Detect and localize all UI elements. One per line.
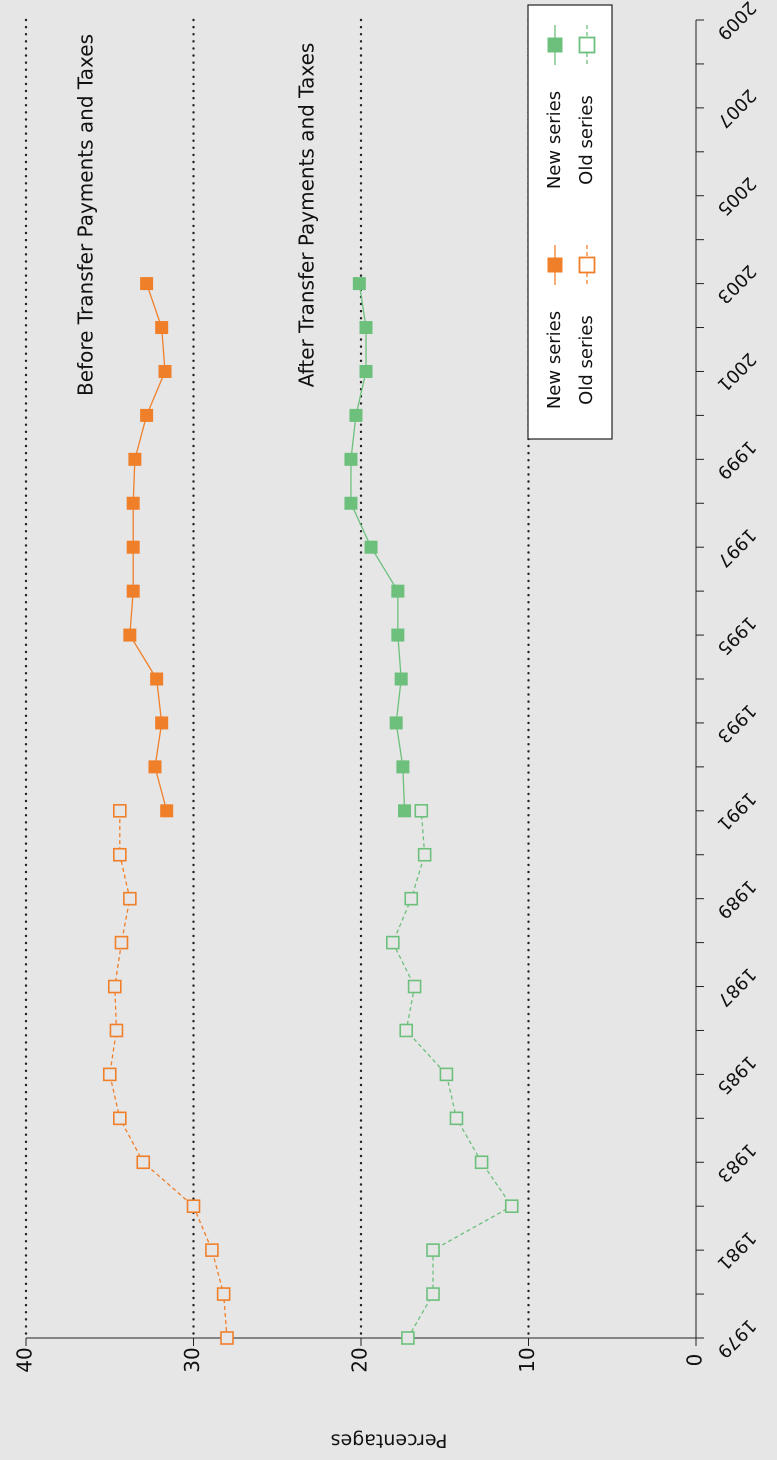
- x-tick-label-1981: 1981: [713, 1227, 760, 1274]
- series-1-point-1998: [126, 496, 140, 510]
- series-2-point-1986: [399, 1023, 414, 1038]
- series-1-point-2003: [140, 277, 154, 291]
- x-tick-label-2003: 2003: [713, 260, 760, 307]
- series-2-point-1985: [439, 1067, 454, 1082]
- series-1-point-2001: [158, 364, 172, 378]
- series-0-point-1990: [113, 847, 127, 862]
- series-1-point-1992: [148, 760, 162, 774]
- legend: New series Old series New series Old series: [527, 4, 613, 440]
- x-tick-label-1997: 1997: [713, 524, 760, 571]
- series-3-point-1998: [344, 496, 358, 510]
- x-tick-label-2007: 2007: [713, 85, 760, 132]
- annotations: Before Transfer Payments and Taxes After …: [74, 34, 319, 396]
- series-0-point-1979: [220, 1331, 234, 1345]
- x-tick-label-1979: 1979: [713, 1315, 760, 1362]
- legend-label-0: New series: [544, 311, 565, 409]
- series-3-point-2001: [359, 364, 373, 378]
- series-1-point-1996: [126, 584, 140, 598]
- series-3-point-1991: [398, 804, 412, 818]
- legend-label-2: New series: [544, 91, 565, 189]
- series-1-point-2002: [155, 321, 169, 335]
- y-tick-label-20: 20: [348, 1347, 372, 1372]
- series-0-point-1991: [113, 803, 127, 818]
- series-0-point-1988: [114, 935, 129, 950]
- series-3-point-1997: [364, 540, 378, 554]
- series-2-point-1980: [426, 1287, 440, 1301]
- legend-marker-3: [578, 36, 596, 54]
- series-2-point-1988: [386, 935, 400, 950]
- x-tick-label-1983: 1983: [713, 1139, 760, 1186]
- x-tick-label-2005: 2005: [713, 172, 760, 219]
- series-3-point-2000: [349, 408, 363, 422]
- x-tick-label-1993: 1993: [713, 700, 760, 747]
- series-1-point-1991: [160, 804, 174, 818]
- series-3-point-1995: [391, 628, 405, 642]
- grid-lines: [24, 18, 530, 1340]
- series-0-point-1989: [123, 891, 137, 906]
- series-0-point-1982: [186, 1199, 201, 1213]
- legend-marker-0: [547, 257, 563, 273]
- series-3-line: [350, 283, 406, 811]
- x-tick-label-1995: 1995: [713, 612, 760, 659]
- series-3-point-1994: [394, 672, 408, 686]
- y-tick-label-0: 0: [683, 1354, 707, 1367]
- x-tick-label-2009: 2009: [713, 0, 760, 44]
- series-1-point-1997: [126, 540, 140, 554]
- series-3-point-1992: [396, 760, 410, 774]
- legend-label-3: Old series: [576, 95, 597, 185]
- series-2-point-1990: [417, 847, 432, 862]
- series-3-point-1993: [389, 716, 403, 730]
- series-0-point-1983: [136, 1155, 151, 1170]
- series-2-point-1983: [474, 1155, 489, 1170]
- series-2-point-1987: [407, 979, 422, 994]
- y-axis-title: Percentages: [331, 1430, 448, 1452]
- legend-box: [527, 4, 613, 440]
- series-3-point-2002: [359, 321, 373, 335]
- series-2-point-1989: [404, 891, 419, 906]
- series-2-point-1991: [414, 803, 429, 818]
- series-0-point-1981: [205, 1243, 219, 1257]
- series-1-point-1993: [155, 716, 169, 730]
- series-0-point-1984: [113, 1111, 127, 1126]
- series-1-point-1994: [150, 672, 164, 686]
- x-tick-label-1987: 1987: [713, 963, 760, 1010]
- legend-label-1: Old series: [576, 315, 597, 405]
- series-2-point-1984: [449, 1111, 464, 1126]
- series-0-point-1980: [216, 1287, 231, 1301]
- x-tick-label-1985: 1985: [713, 1051, 760, 1098]
- series-0-point-1985: [102, 1067, 117, 1082]
- series-2-point-1982: [504, 1199, 519, 1213]
- annotation-2: After Transfer Payments and Taxes: [295, 43, 319, 388]
- axes: 0 10 20 30 40 Percentages 1979 1981 1983 1985 1987…: [13, 0, 760, 1452]
- series-layer: [102, 277, 519, 1345]
- series-3-point-1999: [344, 452, 358, 466]
- y-tick-label-10: 10: [515, 1347, 539, 1372]
- series-1-point-1999: [128, 452, 142, 466]
- series-0-point-1987: [107, 979, 122, 994]
- x-tick-label-1989: 1989: [713, 875, 760, 922]
- series-0-line: [109, 810, 228, 1339]
- y-tick-label-30: 30: [180, 1347, 204, 1372]
- series-0-point-1986: [109, 1023, 124, 1038]
- x-tick-label-1999: 1999: [713, 436, 760, 483]
- annotation-1: Before Transfer Payments and Taxes: [74, 34, 98, 396]
- series-3-point-2003: [352, 277, 366, 291]
- series-3-point-1996: [391, 584, 405, 598]
- x-tick-label-1991: 1991: [713, 788, 760, 835]
- series-2-point-1981: [426, 1243, 440, 1257]
- y-tick-label-40: 40: [13, 1347, 37, 1372]
- legend-marker-1: [578, 256, 596, 274]
- series-1-point-2000: [140, 408, 154, 422]
- series-2-point-1979: [401, 1331, 415, 1345]
- x-tick-label-2001: 2001: [713, 348, 760, 395]
- series-1-point-1995: [123, 628, 137, 642]
- legend-marker-2: [547, 37, 563, 53]
